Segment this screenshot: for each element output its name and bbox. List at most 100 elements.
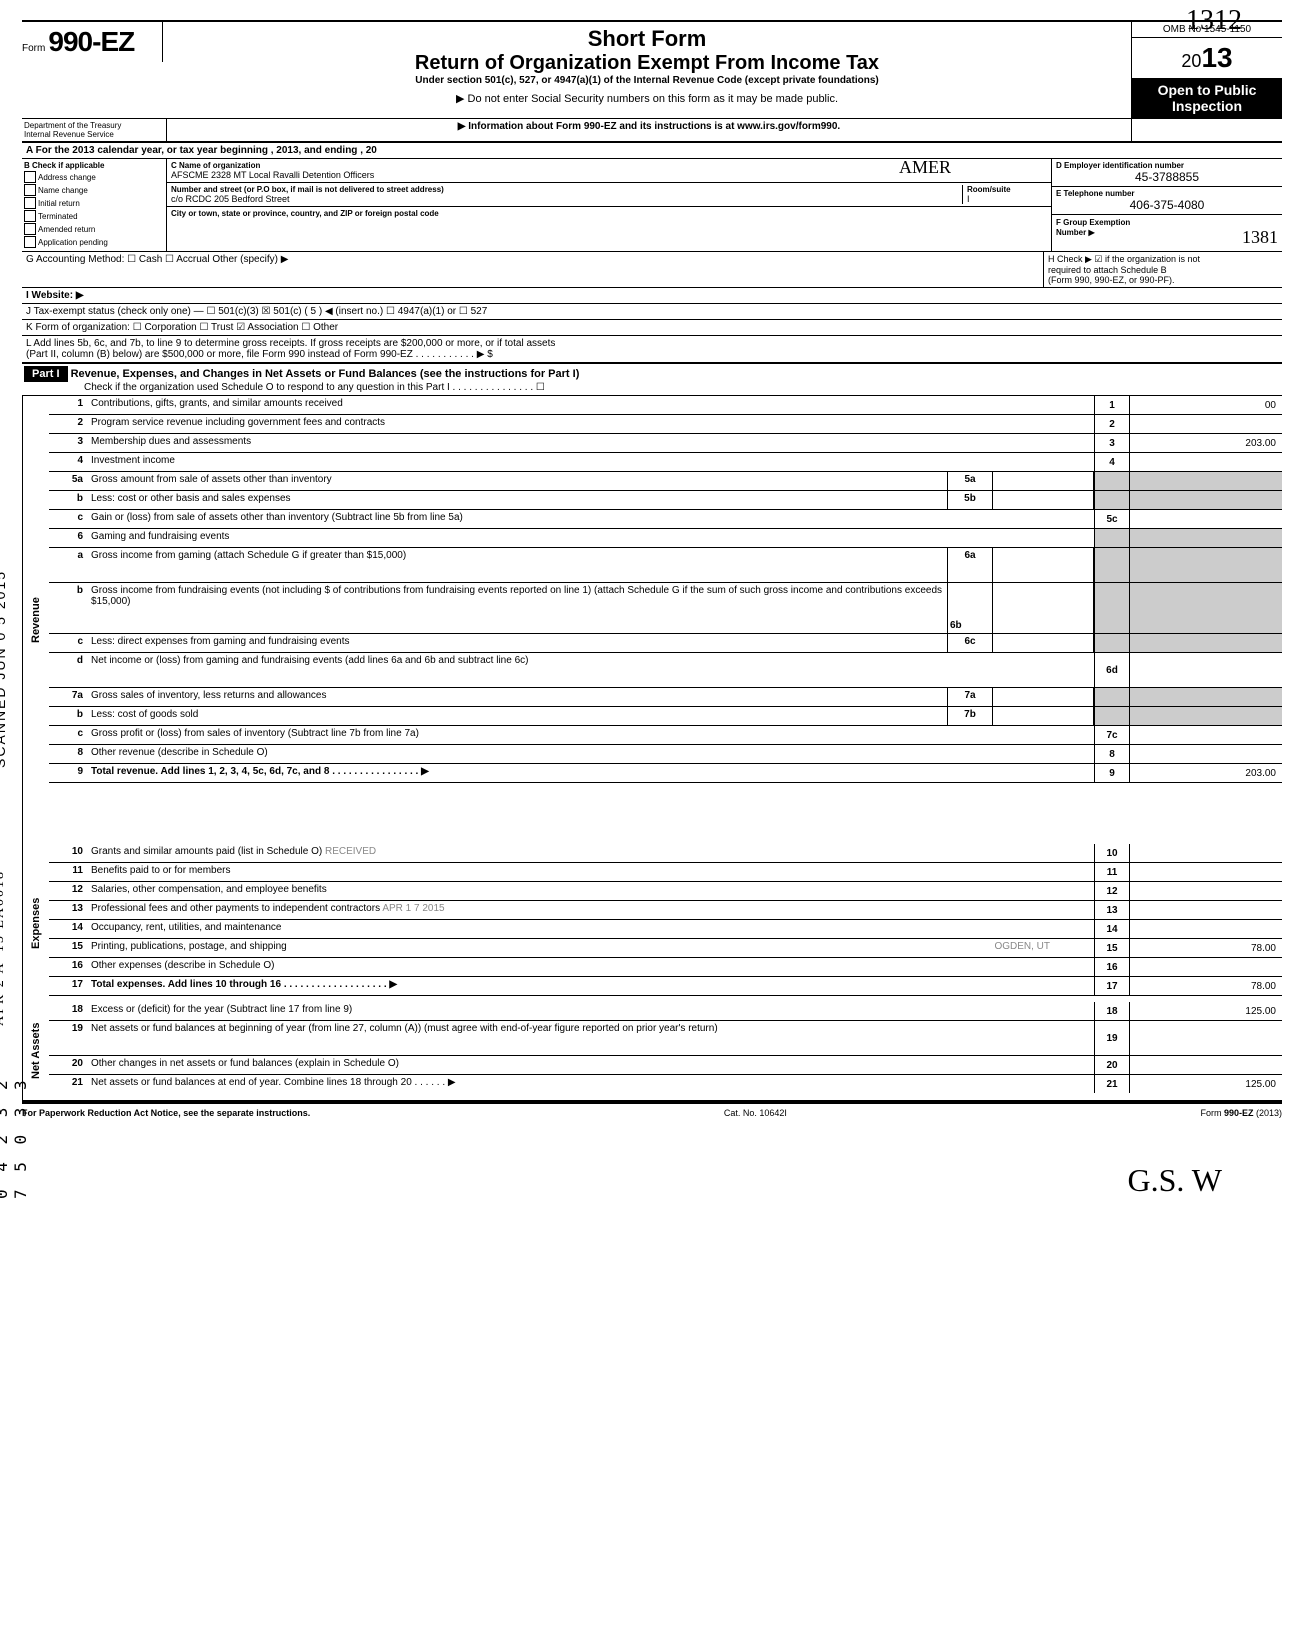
l7a-num: 7a (49, 688, 87, 706)
group-exempt-label: F Group Exemption Number ▶ (1056, 218, 1130, 237)
l7a-sub: 7a (947, 688, 993, 706)
cb-terminated[interactable]: Terminated (38, 212, 78, 221)
l15-desc: Printing, publications, postage, and shi… (87, 939, 1094, 957)
l5b-num: b (49, 491, 87, 509)
l6d-val (1129, 653, 1282, 687)
ogden-stamp: OGDEN, UT (994, 941, 1050, 952)
street-label: Number and street (or P.O box, if mail i… (171, 185, 962, 194)
l5b-sub: 5b (947, 491, 993, 509)
city-label: City or town, state or province, country… (171, 209, 1047, 218)
l20-desc: Other changes in net assets or fund bala… (87, 1056, 1094, 1074)
l6d-desc: Net income or (loss) from gaming and fun… (87, 653, 1094, 687)
l5c-val (1129, 510, 1282, 528)
return-title: Return of Organization Exempt From Incom… (171, 52, 1123, 75)
open-public: Open to Public Inspection (1132, 78, 1282, 118)
right-column: D Employer identification number 45-3788… (1052, 159, 1282, 251)
cb-amended[interactable]: Amended return (38, 225, 95, 234)
expenses-vert-label: Expenses (22, 844, 49, 1002)
l6-desc: Gaming and fundraising events (87, 529, 1094, 547)
l6d-box: 6d (1094, 653, 1129, 687)
l18-desc: Excess or (deficit) for the year (Subtra… (87, 1002, 1094, 1020)
l11-val (1129, 863, 1282, 881)
l4-desc: Investment income (87, 453, 1094, 471)
l20-box: 20 (1094, 1056, 1129, 1074)
cb-pending[interactable]: Application pending (38, 238, 108, 247)
l17-desc: Total expenses. Add lines 10 through 16 … (91, 979, 397, 990)
l2-val (1129, 415, 1282, 433)
open-public-2: Inspection (1136, 98, 1278, 114)
l16-box: 16 (1094, 958, 1129, 976)
l13-box: 13 (1094, 901, 1129, 919)
l20-num: 20 (49, 1056, 87, 1074)
l13-val (1129, 901, 1282, 919)
l5a-sub: 5a (947, 472, 993, 490)
l6a-desc: Gross income from gaming (attach Schedul… (87, 548, 947, 582)
l13-desc: Professional fees and other payments to … (87, 901, 1094, 919)
form-prefix: Form (22, 43, 45, 54)
phone-value: 406-375-4080 (1056, 198, 1278, 212)
part1-title: Revenue, Expenses, and Changes in Net As… (71, 368, 580, 380)
l7b-num: b (49, 707, 87, 725)
l16-num: 16 (49, 958, 87, 976)
l1-desc: Contributions, gifts, grants, and simila… (87, 396, 1094, 414)
footer-left: For Paperwork Reduction Act Notice, see … (22, 1108, 310, 1118)
l14-desc: Occupancy, rent, utilities, and maintena… (87, 920, 1094, 938)
footer-center: Cat. No. 10642I (724, 1108, 787, 1118)
l1-num: 1 (49, 396, 87, 414)
l2-num: 2 (49, 415, 87, 433)
l18-val: 125.00 (1129, 1002, 1282, 1020)
l19-box: 19 (1094, 1021, 1129, 1055)
l5c-desc: Gain or (loss) from sale of assets other… (87, 510, 1094, 528)
part1-check: Check if the organization used Schedule … (24, 382, 1280, 393)
apr17-stamp: APR 1 7 2015 (382, 903, 444, 914)
l6b-desc: Gross income from fundraising events (no… (87, 583, 947, 633)
l19-desc: Net assets or fund balances at beginning… (87, 1021, 1094, 1055)
l6c-num: c (49, 634, 87, 652)
l21-desc: Net assets or fund balances at end of ye… (87, 1075, 1094, 1093)
l5b-desc: Less: cost or other basis and sales expe… (87, 491, 947, 509)
group-exempt-hand: 1381 (1242, 227, 1278, 248)
section-k: K Form of organization: ☐ Corporation ☐ … (22, 320, 1282, 336)
section-l: L Add lines 5b, 6c, and 7b, to line 9 to… (22, 336, 1282, 364)
l15-box: 15 (1094, 939, 1129, 957)
l6b-sub: 6b (947, 583, 993, 633)
netassets-vert-label: Net Assets (22, 1002, 49, 1100)
section-c: C Name of organization AFSCME 2328 MT Lo… (167, 159, 1052, 251)
l7c-num: c (49, 726, 87, 744)
cb-name[interactable]: Name change (38, 186, 88, 195)
l21-num: 21 (49, 1075, 87, 1093)
handwritten-1312: 1312 (1186, 5, 1242, 37)
l14-num: 14 (49, 920, 87, 938)
l7b-desc: Less: cost of goods sold (87, 707, 947, 725)
l21-val: 125.00 (1129, 1075, 1282, 1093)
l12-desc: Salaries, other compensation, and employ… (87, 882, 1094, 900)
form-990ez: 990-EZ (48, 26, 134, 57)
apr-stamp: APR 2 A '15 EA0018 (0, 870, 8, 1026)
tax-year: 13 (1201, 42, 1232, 73)
footer-right: Form 990-EZ (2013) (1200, 1108, 1282, 1118)
cb-initial[interactable]: Initial return (38, 199, 80, 208)
l14-val (1129, 920, 1282, 938)
l4-num: 4 (49, 453, 87, 471)
l2-box: 2 (1094, 415, 1129, 433)
l3-box: 3 (1094, 434, 1129, 452)
hand-amer: AMER (899, 157, 951, 178)
l12-box: 12 (1094, 882, 1129, 900)
part1-header: Part I (24, 366, 68, 382)
l7c-val (1129, 726, 1282, 744)
l11-desc: Benefits paid to or for members (87, 863, 1094, 881)
l6a-sub: 6a (947, 548, 993, 582)
l9-box: 9 (1094, 764, 1129, 782)
form-number-box: Form 990-EZ (22, 22, 163, 62)
section-g: G Accounting Method: ☐ Cash ☐ Accrual Ot… (22, 252, 1043, 287)
l6c-sub: 6c (947, 634, 993, 652)
l8-num: 8 (49, 745, 87, 763)
l9-desc: Total revenue. Add lines 1, 2, 3, 4, 5c,… (91, 766, 429, 777)
l18-box: 18 (1094, 1002, 1129, 1020)
l5c-box: 5c (1094, 510, 1129, 528)
l11-box: 11 (1094, 863, 1129, 881)
short-form-title: Short Form (171, 26, 1123, 52)
scanned-stamp: SCANNED JUN 0 5 2015 (0, 570, 8, 768)
cb-address[interactable]: Address change (38, 173, 96, 182)
section-j: J Tax-exempt status (check only one) — ☐… (22, 304, 1282, 320)
